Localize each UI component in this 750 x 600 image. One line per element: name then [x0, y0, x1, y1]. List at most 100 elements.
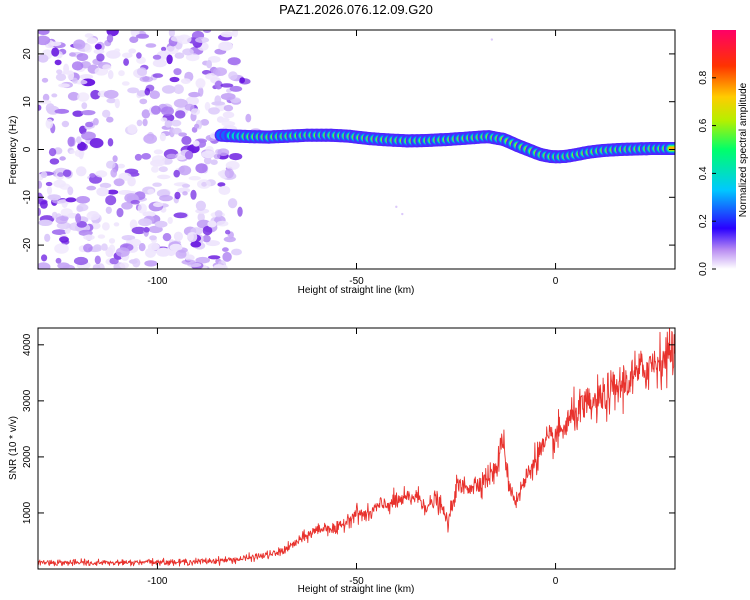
noise-blob	[153, 149, 164, 155]
noise-blob	[59, 156, 66, 161]
noise-blob	[178, 132, 188, 137]
snr-xlabel: Height of straight line (km)	[298, 584, 415, 595]
noise-blob	[118, 172, 132, 181]
spectrogram-xlabel: Height of straight line (km)	[298, 285, 415, 296]
noise-blob	[200, 119, 210, 126]
noise-blob	[107, 70, 114, 80]
noise-blob	[186, 232, 194, 241]
noise-blob	[197, 212, 205, 222]
noise-blob	[128, 259, 138, 264]
noise-blob	[222, 251, 232, 262]
spectrogram-ytick-label: -20	[22, 237, 33, 252]
noise-blob	[175, 249, 187, 259]
noise-blob	[77, 141, 87, 151]
noise-blob	[207, 56, 221, 63]
noise-blob	[232, 30, 239, 38]
snr-xtick-label: 0	[553, 576, 559, 587]
noise-blob	[67, 136, 75, 147]
noise-blob	[166, 54, 173, 65]
noise-blob	[76, 136, 82, 144]
noise-blob	[229, 85, 243, 92]
noise-blob	[53, 179, 66, 188]
noise-blob	[154, 220, 168, 228]
noise-blob	[188, 91, 201, 98]
noise-blob	[54, 59, 62, 66]
noise-blob	[222, 247, 229, 252]
noise-blob	[109, 257, 119, 265]
noise-blob	[129, 36, 139, 43]
colorbar-ticks: 0.0 0.2 0.4 0.6 0.8	[698, 70, 716, 276]
noise-blob	[62, 169, 72, 177]
noise-blob	[160, 117, 168, 122]
noise-blob	[38, 207, 41, 217]
noise-blob	[40, 171, 48, 178]
noise-blob	[42, 93, 50, 102]
noise-speck	[395, 205, 398, 209]
noise-blob	[50, 41, 62, 47]
noise-blob	[55, 257, 62, 264]
snr-ytick-label: 3000	[22, 389, 33, 412]
colorbar-tick-label: 0.4	[698, 166, 709, 180]
spectrogram-xtick-label: -50	[349, 276, 364, 287]
noise-blob	[195, 78, 206, 89]
noise-blob	[181, 183, 191, 188]
noise-blob	[216, 220, 229, 227]
noise-blob	[206, 59, 213, 69]
noise-blob	[121, 81, 130, 86]
noise-blob	[75, 213, 82, 224]
noise-blob	[142, 211, 156, 218]
noise-blob	[214, 210, 223, 218]
noise-blob	[38, 262, 51, 269]
noise-blob	[76, 53, 89, 62]
noise-blob	[174, 191, 181, 200]
noise-blob	[217, 182, 226, 187]
noise-blob	[69, 149, 75, 154]
noise-blob	[177, 187, 191, 194]
noise-blob	[61, 120, 70, 128]
noise-blob	[173, 68, 182, 76]
spectrogram-ytick-label: 0	[22, 146, 33, 152]
noise-blob	[62, 264, 75, 269]
noise-blob	[184, 103, 195, 111]
noise-blob	[76, 196, 90, 204]
noise-blob	[55, 216, 68, 225]
noise-blob	[116, 207, 124, 218]
noise-blob	[97, 234, 106, 239]
noise-blob	[65, 197, 77, 203]
spectrogram-ytick-label: 20	[22, 48, 33, 60]
noise-blob	[107, 138, 114, 147]
ridge-trace	[214, 128, 675, 164]
noise-blob	[73, 39, 86, 50]
noise-blob	[102, 64, 112, 71]
noise-blob	[90, 89, 101, 100]
noise-blob	[170, 119, 182, 127]
noise-blob	[136, 90, 147, 97]
noise-blob	[136, 33, 149, 39]
noise-blob	[54, 108, 70, 114]
noise-blob	[159, 132, 166, 142]
noise-blob	[110, 168, 117, 178]
noise-blob	[40, 200, 48, 209]
noise-blob	[152, 182, 162, 187]
noise-blob	[59, 236, 69, 243]
noise-blob	[45, 181, 53, 187]
noise-blob	[38, 99, 52, 105]
noise-blob	[55, 73, 67, 81]
noise-blob	[114, 98, 120, 109]
noise-blob	[38, 104, 42, 111]
noise-blob	[139, 98, 148, 105]
noise-blob	[210, 159, 218, 165]
noise-blob	[106, 30, 119, 37]
noise-blob	[239, 77, 245, 84]
noise-blob	[173, 98, 188, 108]
noise-blob	[49, 158, 60, 165]
noise-blob	[95, 170, 108, 178]
noise-blob	[81, 131, 96, 141]
noise-blob	[151, 165, 159, 173]
noise-blob	[220, 83, 234, 88]
noise-blob	[41, 77, 49, 83]
noise-blob	[51, 47, 60, 57]
noise-blob	[185, 96, 199, 106]
noise-blob	[173, 212, 188, 219]
